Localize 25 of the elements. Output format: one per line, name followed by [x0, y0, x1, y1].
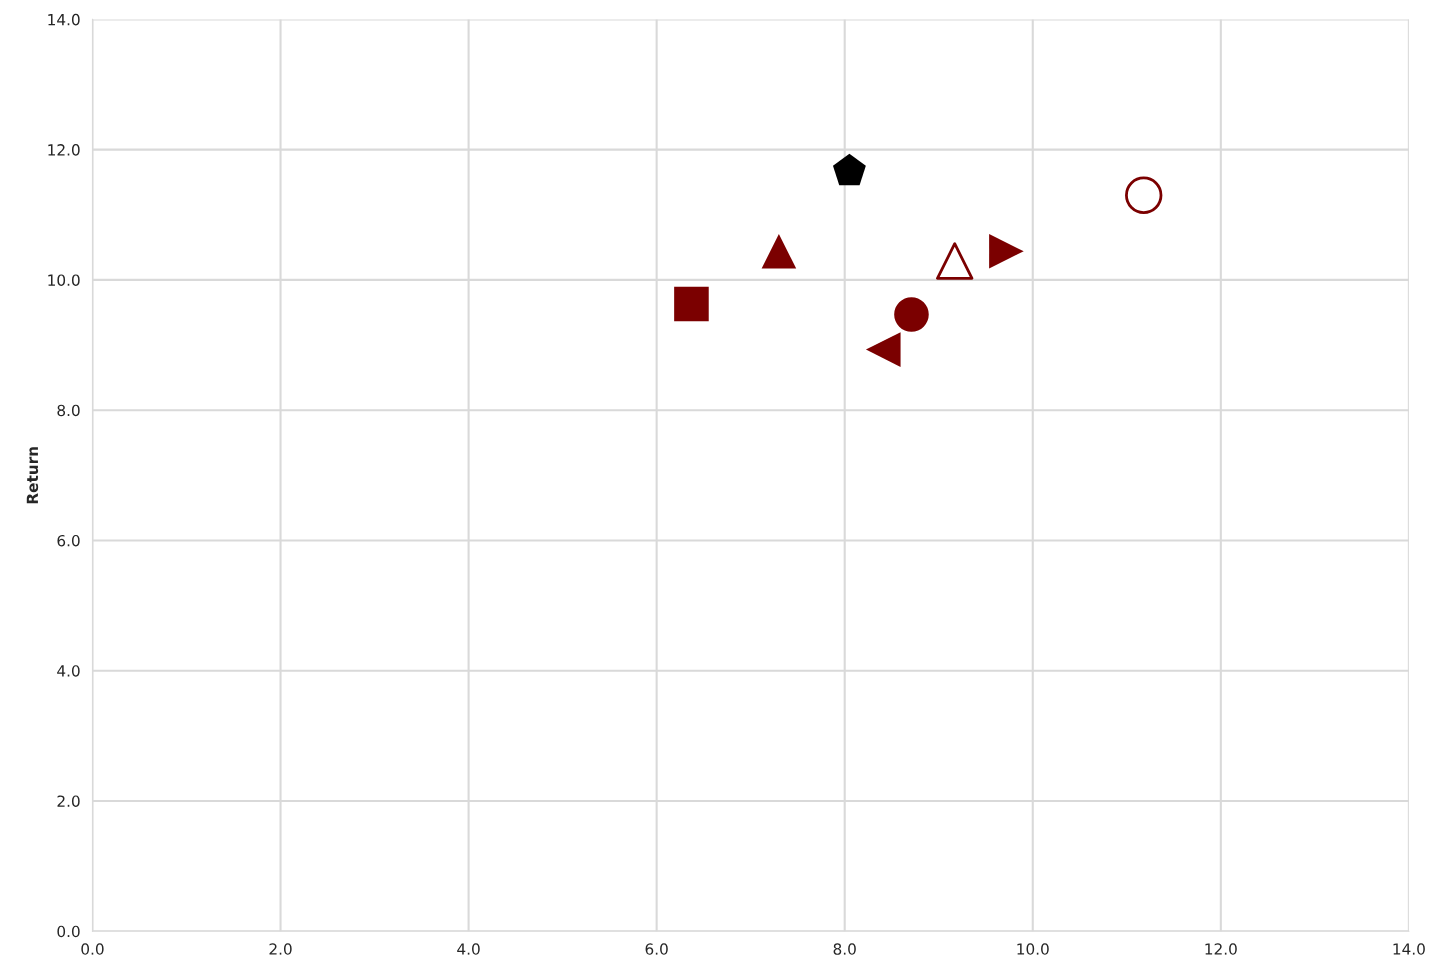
point — [936, 242, 974, 280]
y-tick-label: 0.0 — [57, 925, 80, 938]
point — [832, 153, 866, 186]
point — [894, 297, 929, 332]
x-tick-label: 10.0 — [1017, 943, 1049, 955]
point — [865, 332, 901, 367]
y-tick-label: 12.0 — [48, 144, 80, 156]
x-tick-label: 14.0 — [1393, 943, 1425, 955]
x-tick-label: 4.0 — [457, 943, 480, 955]
y-tick-label: 14.0 — [48, 13, 80, 26]
y-tick-label: 2.0 — [57, 795, 80, 807]
x-tick-label: 12.0 — [1205, 943, 1237, 955]
point — [674, 286, 709, 322]
y-axis-title: Return — [26, 447, 39, 504]
y-tick-label: 10.0 — [48, 274, 80, 286]
x-tick-label: 2.0 — [269, 943, 292, 955]
point — [761, 233, 797, 269]
x-tick-label: 6.0 — [645, 943, 668, 955]
y-tick-label: 6.0 — [57, 534, 80, 547]
y-tick-label: 8.0 — [57, 404, 80, 417]
x-tick-label: 0.0 — [81, 943, 104, 955]
y-tick-label: 4.0 — [57, 665, 80, 677]
point — [989, 233, 1024, 269]
x-tick-label: 8.0 — [833, 943, 856, 955]
point — [1125, 176, 1163, 214]
